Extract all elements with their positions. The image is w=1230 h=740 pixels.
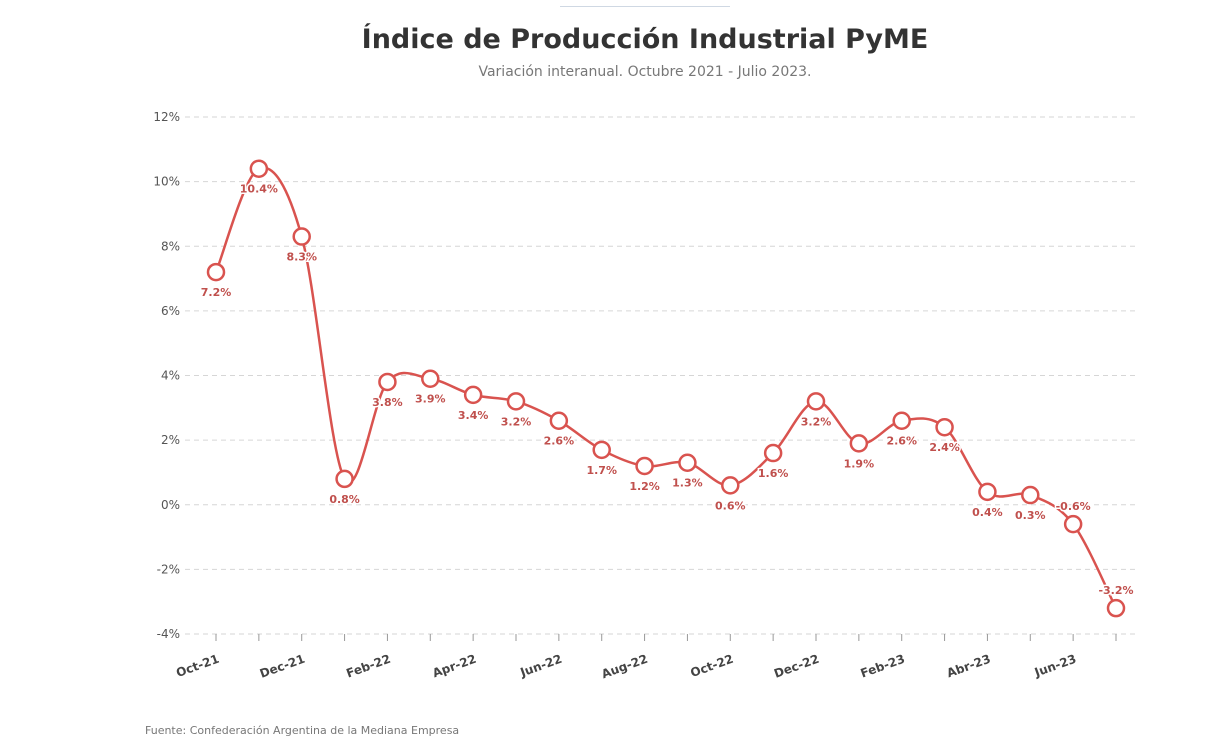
data-label: 1.7% [586, 464, 617, 477]
y-tick-label: 4% [161, 369, 180, 383]
data-label: 2.6% [544, 435, 575, 448]
data-label: 1.9% [844, 457, 875, 470]
x-tick-label: Abr-23 [945, 652, 993, 681]
data-point [1063, 514, 1083, 534]
y-tick-label: 10% [153, 175, 180, 189]
x-tick-label: Dec-21 [258, 652, 307, 681]
data-label: 2.4% [929, 441, 960, 454]
data-label: 8.3% [286, 251, 317, 264]
data-point [549, 411, 569, 430]
y-tick-label: 6% [161, 304, 180, 318]
y-tick-label: 12% [153, 110, 180, 124]
x-tick-label: Oct-21 [174, 652, 221, 680]
data-point [849, 434, 869, 453]
top-divider [560, 6, 730, 7]
x-tick-label: Feb-23 [859, 652, 907, 681]
x-tick-label: Apr-22 [431, 652, 479, 681]
data-label: 3.4% [458, 409, 489, 422]
data-point [763, 443, 783, 463]
data-label: 2.6% [886, 435, 917, 448]
data-point [721, 476, 740, 495]
data-labels: 7.2% 10.4% 8.3% 0.8% 3.8% 3.9% 3.4% 3.2% 2.6% 1.7… [199, 181, 1135, 598]
series-line [214, 166, 1118, 609]
grid-lines [185, 116, 1135, 635]
data-point [463, 385, 483, 405]
x-tick-label: Feb-22 [344, 652, 392, 681]
data-label: 0.6% [715, 499, 746, 512]
data-label: 1.6% [758, 467, 789, 480]
data-point [678, 453, 697, 472]
data-point [806, 392, 826, 411]
data-point [421, 369, 440, 388]
source-note: Fuente: Confederación Argentina de la Me… [145, 724, 460, 737]
x-tick-label: Dec-22 [772, 652, 821, 681]
data-label: 3.2% [501, 415, 532, 428]
data-point [335, 469, 354, 489]
data-point [1021, 485, 1040, 505]
x-tick-label: Aug-22 [600, 652, 650, 682]
data-label: 3.9% [415, 393, 446, 406]
y-tick-label: 8% [161, 239, 180, 253]
y-tick-label: -2% [157, 562, 180, 576]
data-point [249, 159, 269, 178]
data-label: 0.8% [329, 493, 360, 506]
data-label: 1.2% [629, 480, 660, 493]
data-point [378, 372, 397, 392]
x-axis: Oct-21 Dec-21 Feb-22 Apr-22 Jun-22 Aug-22 Oct-… [174, 634, 1117, 682]
data-label: 1.3% [672, 477, 703, 490]
data-point [292, 227, 311, 246]
data-label: 0.4% [972, 506, 1003, 519]
data-point [206, 262, 226, 282]
x-tick-label: Jun-22 [518, 652, 564, 680]
chart-subtitle: Variación interanual. Octubre 2021 - Jul… [478, 64, 812, 80]
y-tick-label: 2% [161, 433, 180, 447]
data-label: 0.3% [1015, 509, 1046, 522]
data-point [978, 482, 997, 502]
data-point [935, 417, 954, 437]
y-tick-label: 0% [161, 498, 180, 512]
data-point [1106, 598, 1126, 618]
data-point [635, 456, 654, 476]
data-point [592, 440, 611, 460]
y-axis: 12% 10% 8% 6% 4% 2% 0% -2% -4% [153, 110, 180, 641]
x-tick-label: Oct-22 [688, 652, 735, 680]
data-label: -3.2% [1098, 584, 1133, 597]
x-tick-label: Jun-23 [1032, 652, 1078, 680]
data-label: 10.4% [240, 183, 278, 196]
chart-title: Índice de Producción Industrial PyME [361, 24, 929, 55]
data-label: 7.2% [201, 286, 232, 299]
data-point [892, 411, 911, 430]
data-label: 3.2% [801, 415, 832, 428]
data-label: 3.8% [372, 396, 403, 409]
y-tick-label: -4% [157, 627, 180, 641]
series-markers [206, 159, 1126, 618]
data-label: -0.6% [1056, 500, 1091, 513]
data-point [506, 392, 526, 411]
